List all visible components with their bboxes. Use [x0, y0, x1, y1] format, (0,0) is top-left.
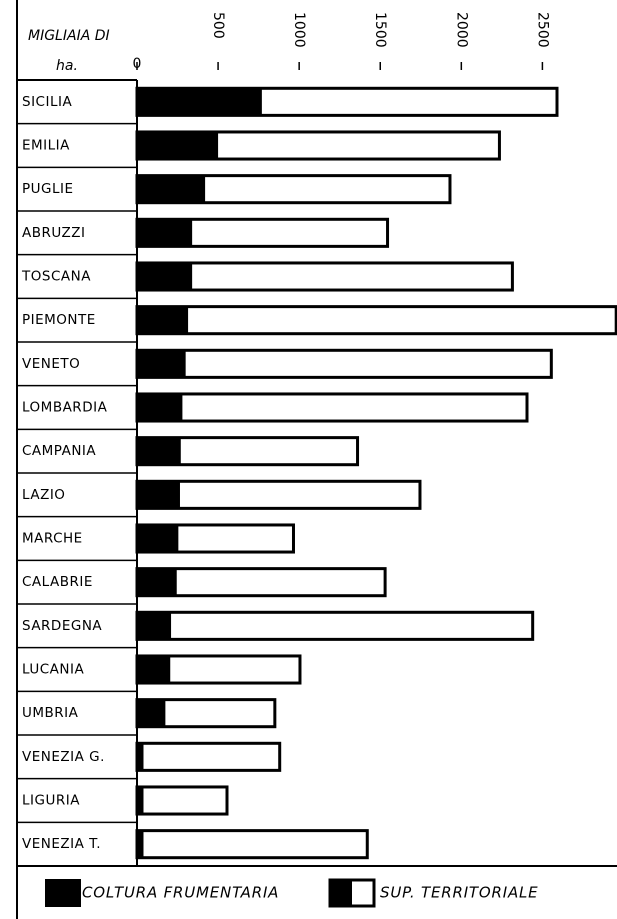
category-label: LUCANIA [22, 662, 84, 678]
legend-label: SUP. TERRITORIALE [380, 884, 538, 902]
category-label: PUGLIE [22, 181, 74, 197]
bar [137, 830, 144, 858]
bar [135, 392, 529, 423]
bar [137, 393, 183, 422]
legend-swatch [45, 879, 81, 907]
legend-label: COLTURA FRUMENTARIA [82, 884, 279, 902]
bar [137, 306, 189, 334]
bar [137, 655, 171, 684]
category-label: UMBRIA [22, 705, 79, 721]
x-tick-label: 2500 [534, 12, 550, 48]
category-label: SARDEGNA [22, 618, 102, 634]
x-tick-label: 1500 [372, 12, 388, 48]
bar [135, 741, 282, 772]
category-label: PIEMONTE [22, 312, 96, 328]
bar [137, 350, 186, 378]
axis-label: ha. [56, 58, 78, 74]
category-label: CALABRIE [22, 574, 93, 590]
bar [137, 743, 144, 771]
category-label: VENEZIA T. [22, 836, 101, 852]
bar [137, 437, 181, 465]
bar [135, 261, 514, 292]
category-label: TOSCANA [21, 269, 91, 285]
category-label: ABRUZZI [22, 225, 86, 241]
bar [137, 131, 219, 160]
category-label: LAZIO [22, 487, 65, 503]
bar [137, 612, 172, 640]
x-tick-label: 500 [210, 12, 226, 39]
bar [135, 305, 617, 336]
bar [137, 786, 144, 815]
category-label: VENEZIA G. [22, 749, 105, 765]
category-label: CAMPANIA [22, 443, 96, 459]
bar [135, 348, 553, 379]
bar [137, 524, 179, 553]
x-tick-label: 2000 [453, 12, 469, 48]
bar [135, 610, 535, 641]
bar [137, 699, 166, 727]
category-label: LIGURIA [22, 793, 80, 809]
category-label: MARCHE [22, 531, 83, 547]
category-label: VENETO [22, 356, 80, 372]
bar [137, 175, 206, 203]
legend-swatch [330, 880, 352, 906]
bar [137, 88, 262, 116]
x-tick-label: 0 [133, 56, 142, 72]
category-label: SICILIA [22, 94, 72, 110]
bar [137, 219, 193, 247]
axis-label: MIGLIAIA DI [28, 28, 110, 44]
bar [135, 785, 229, 816]
bar [135, 829, 369, 860]
bar [137, 262, 193, 291]
category-label: LOMBARDIA [22, 400, 108, 416]
category-label: EMILIA [22, 138, 70, 154]
bar [137, 481, 180, 509]
x-tick-label: 1000 [291, 12, 307, 48]
bar [137, 568, 177, 596]
